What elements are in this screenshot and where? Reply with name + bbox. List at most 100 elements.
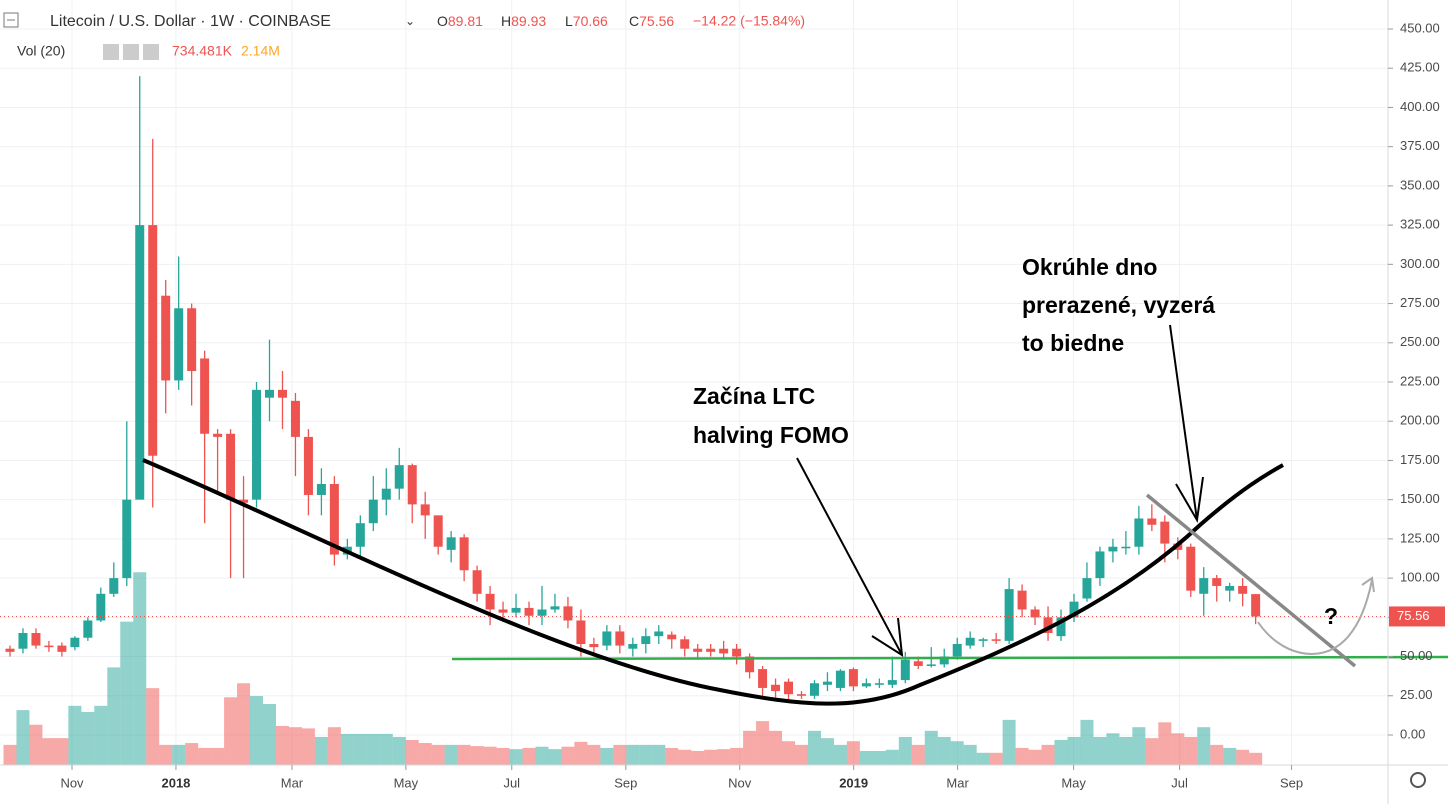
volume-bar xyxy=(483,746,497,765)
volume-bar xyxy=(1197,727,1211,765)
volume-bar xyxy=(950,741,964,765)
candle-body xyxy=(239,499,249,503)
y-tick-label: 325.00 xyxy=(1400,217,1440,232)
candle-body xyxy=(589,644,599,648)
candle-body xyxy=(1108,546,1118,552)
collapse-icon[interactable] xyxy=(3,12,19,28)
candle-body xyxy=(161,295,171,381)
volume-bar xyxy=(340,733,354,765)
candle-body xyxy=(135,225,145,500)
candle-body xyxy=(83,620,93,638)
volume-bar xyxy=(29,724,43,765)
volume-bar xyxy=(717,749,731,765)
volume-bar xyxy=(457,744,471,765)
ohlc-label: O xyxy=(437,13,448,29)
volume-bar xyxy=(366,733,380,765)
y-tick-label: 250.00 xyxy=(1400,334,1440,349)
x-tick-label: Mar xyxy=(281,775,304,790)
volume-bar xyxy=(963,744,977,765)
y-tick-label: 100.00 xyxy=(1400,570,1440,585)
volume-bar xyxy=(626,744,640,765)
dropdown[interactable]: ⌄ xyxy=(405,14,415,28)
volume-bar xyxy=(522,747,536,765)
candle-body xyxy=(485,593,495,610)
candle-body xyxy=(900,659,910,681)
y-tick-label: 300.00 xyxy=(1400,256,1440,271)
candle-body xyxy=(1212,578,1222,586)
volume-bar xyxy=(1054,739,1068,765)
symbol-title[interactable]: Litecoin / U.S. Dollar · 1W · COINBASE xyxy=(50,13,331,30)
volume-bar xyxy=(379,733,393,765)
candle-body xyxy=(965,637,975,646)
candle-body xyxy=(70,637,80,648)
candle-body xyxy=(290,400,300,437)
x-tick-label: Sep xyxy=(614,775,637,790)
arrow-head xyxy=(871,617,904,657)
volume-bar xyxy=(535,746,549,765)
candle-body xyxy=(148,225,158,456)
y-tick-label: 175.00 xyxy=(1400,452,1440,467)
candle-body xyxy=(174,308,184,381)
candle-body xyxy=(1043,617,1053,634)
candle-body xyxy=(109,578,119,594)
candle-body xyxy=(394,465,404,489)
drawings xyxy=(142,324,1448,706)
volume-bar xyxy=(288,727,302,765)
volume-bar xyxy=(172,744,186,765)
candle-body xyxy=(809,683,819,696)
volume-bar xyxy=(275,725,289,765)
volume-bar xyxy=(1132,727,1146,765)
volume-bar xyxy=(820,738,834,765)
candle-body xyxy=(265,389,275,398)
candle-body xyxy=(5,648,15,652)
volume-bar xyxy=(574,741,588,765)
volume-bar xyxy=(743,730,757,765)
settings-icon[interactable] xyxy=(123,44,139,60)
candle-body xyxy=(628,644,638,649)
y-tick-label: 125.00 xyxy=(1400,530,1440,545)
candle-body xyxy=(57,645,67,652)
candle-body xyxy=(329,483,339,555)
volume-bar xyxy=(301,728,315,765)
candle-body xyxy=(602,631,612,646)
candle-body xyxy=(524,607,534,616)
candle-body xyxy=(226,433,236,500)
candle-body xyxy=(433,515,443,547)
eye-icon[interactable] xyxy=(103,44,119,60)
volume-bar xyxy=(496,747,510,765)
settings-gear[interactable] xyxy=(1410,772,1426,788)
close-icon[interactable] xyxy=(143,44,159,60)
candle-body xyxy=(446,537,456,550)
volume-bar xyxy=(107,667,121,765)
volume-bar xyxy=(924,730,938,765)
volume-bar xyxy=(833,744,847,765)
candle-body xyxy=(355,523,365,547)
candle-body xyxy=(706,648,716,652)
volume-bar xyxy=(937,736,951,765)
candle-body xyxy=(1030,609,1040,618)
candle-body xyxy=(693,648,703,652)
last-price-label: 75.56 xyxy=(1397,608,1430,623)
ohlc: O89.81 H89.93 L70.66 C75.56 xyxy=(437,13,674,29)
candle-body xyxy=(822,681,832,685)
volume-bar xyxy=(885,749,899,765)
volume-bar xyxy=(548,749,562,765)
volume-bar xyxy=(730,747,744,765)
candle-body xyxy=(200,358,210,434)
volume-bar xyxy=(418,743,432,765)
volume-bar xyxy=(353,733,367,765)
candle-body xyxy=(667,634,677,640)
x-tick-label: Jul xyxy=(503,775,520,790)
volume-bar xyxy=(1041,744,1055,765)
candle-body xyxy=(18,633,28,649)
candle-body xyxy=(732,648,742,657)
volume-bar xyxy=(600,747,614,765)
volume-bar xyxy=(652,744,666,765)
volume-bar xyxy=(807,730,821,765)
volume-bar xyxy=(639,744,653,765)
volume-bar xyxy=(1223,747,1237,765)
volume-bar xyxy=(1015,747,1029,765)
volume-bar xyxy=(1002,719,1016,765)
candle-body xyxy=(537,609,547,616)
